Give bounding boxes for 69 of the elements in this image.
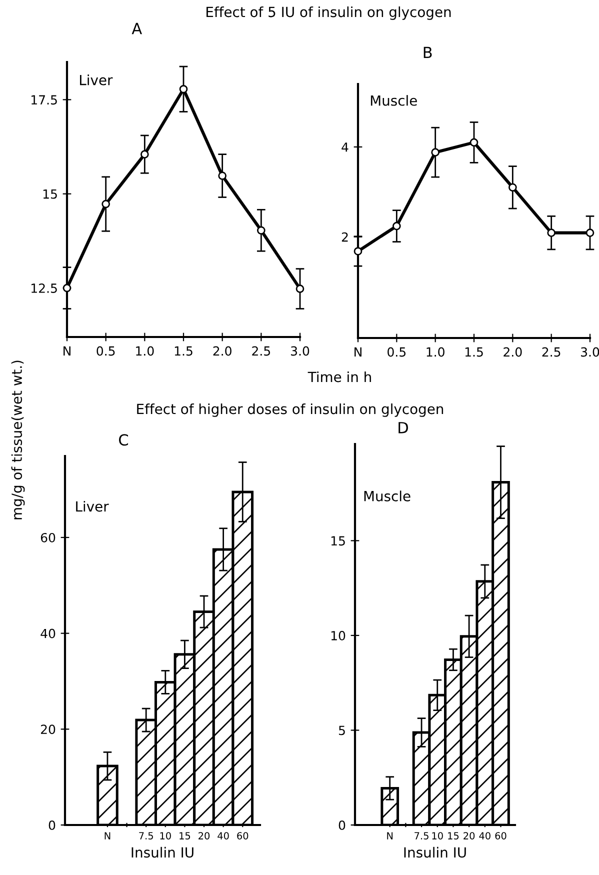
point [62,284,72,292]
text: Effect of 5 IU of insulin on glycogen [206,6,451,20]
text: Effect of higher doses of insulin on glycogen [137,403,444,417]
annotation: Liver [76,500,109,512]
x-tick-label: 0.5 [96,346,115,356]
x-axis-title: Insulin IU [132,846,194,858]
chart-subtitle: B [424,46,432,58]
y-tick-label: 15 [43,189,57,199]
x-tick-label: 10 [432,832,443,840]
x-tick-label: N [104,832,110,840]
annotation: Liver [80,74,113,86]
y-tick-label: 40 [40,628,56,638]
y-tick-label: 2 [342,232,348,242]
y-tick-label: 20 [40,724,56,734]
x-tick-label: 7.5 [139,832,153,840]
x-tick-label: 1.0 [136,346,154,356]
y-tick-label: 17.5 [32,95,57,105]
point [586,228,594,237]
x-tick-label: 15 [180,832,190,840]
point [179,84,188,94]
point [102,200,110,208]
annotation: Muscle [370,95,417,106]
x-tick-label: 1.5 [465,347,483,357]
y-tick-label: 4 [342,142,348,152]
x-tick-label: 0.5 [388,347,406,357]
point [218,172,226,180]
annotation: Muscle [364,490,410,502]
y-tick-label: 60 [40,532,56,542]
x-tick-label: 3.0 [581,347,599,357]
chart-subtitle: D [398,422,408,434]
point [547,228,556,237]
x-tick-label: 3.0 [291,346,310,356]
point [431,148,440,156]
x-tick-label: 2.5 [252,346,270,356]
x-tick-label: 20 [464,832,475,840]
x-tick-label: 2.0 [504,347,522,357]
point [392,222,401,230]
y-tick-label: 5 [338,726,345,736]
x-tick-label: N [354,347,362,357]
x-tick-label: 2.0 [213,346,232,356]
x-tick-label: 10 [160,832,171,840]
point [296,284,304,293]
x-tick-label: 15 [448,832,459,840]
x-tick-label: 1.0 [426,347,444,357]
chart-subtitle: C [119,434,128,446]
y-tick-label: 15 [331,536,345,546]
point [508,183,517,192]
y-tick-label: 10 [331,630,346,640]
x-axis-title: Time in h [308,371,371,382]
y-axis-title: mg/g of tissue(wet wt.) [11,360,25,520]
point [140,150,149,158]
y-tick-label: 0 [338,820,346,830]
x-axis-title: Insulin IU [404,846,466,858]
x-tick-label: 7.5 [414,832,428,840]
x-tick-label: 20 [198,832,210,840]
x-tick-label: N [387,832,393,840]
x-tick-label: N [64,346,70,356]
y-tick-label: 0 [48,820,56,830]
x-tick-label: 40 [218,832,229,840]
x-tick-label: 1.5 [174,346,192,356]
y-tick-label: 12.5 [32,284,57,293]
x-tick-label: 40 [479,832,490,840]
x-tick-label: 2.5 [542,347,560,357]
point [354,247,362,256]
point [257,226,266,235]
point [470,138,478,147]
chart-subtitle: A [132,22,142,34]
x-tick-label: 60 [237,832,248,840]
x-tick-label: 60 [495,832,506,840]
